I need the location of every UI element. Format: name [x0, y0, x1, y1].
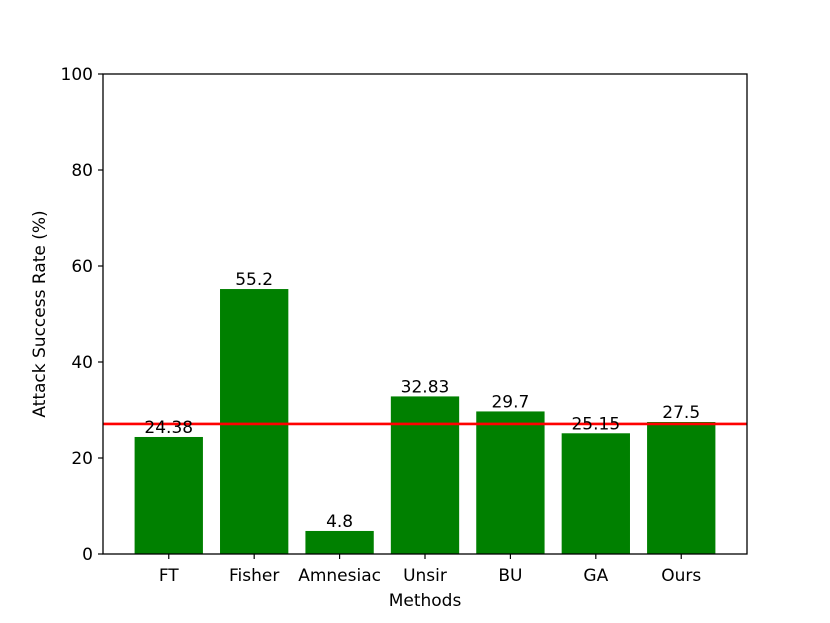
bars-group: [134, 289, 716, 554]
x-tick-label-bu: BU: [498, 566, 522, 586]
x-tick-label-amnesiac: Amnesiac: [298, 566, 381, 586]
data-label-fisher: 55.2: [235, 270, 273, 290]
x-tick-label-fisher: Fisher: [229, 566, 279, 586]
x-tick-label-ft: FT: [159, 566, 179, 586]
y-tick-label-40: 40: [71, 353, 93, 373]
data-label-ours: 27.5: [662, 403, 700, 423]
bar-bu: [476, 411, 545, 554]
data-label-unsir: 32.83: [401, 377, 450, 397]
bar-ft: [134, 436, 203, 554]
data-label-ga: 25.15: [571, 414, 620, 434]
data-label-amnesiac: 4.8: [326, 512, 353, 532]
data-label-ft: 24.38: [144, 418, 193, 438]
bar-amnesiac: [305, 530, 374, 554]
y-axis-title: Attack Success Rate (%): [30, 210, 50, 417]
x-axis: FT Fisher Amnesiac Unsir BU GA Ours: [159, 554, 701, 586]
bar-unsir: [390, 396, 460, 554]
y-axis: 0 20 40 60 80 100: [61, 65, 103, 565]
bar-ours: [647, 422, 716, 554]
bar-fisher: [220, 289, 289, 554]
x-axis-title: Methods: [389, 591, 462, 611]
data-label-bu: 29.7: [491, 392, 529, 412]
x-tick-label-unsir: Unsir: [403, 566, 447, 586]
data-labels-group: 24.38 55.2 4.8 32.83 29.7 25.15 27.5: [144, 270, 700, 532]
y-tick-label-100: 100: [61, 65, 93, 85]
y-tick-label-60: 60: [71, 257, 93, 277]
y-tick-label-20: 20: [71, 449, 93, 469]
x-tick-label-ours: Ours: [661, 566, 701, 586]
y-tick-label-0: 0: [82, 545, 93, 565]
bar-ga: [561, 433, 630, 554]
y-tick-label-80: 80: [71, 161, 93, 181]
x-tick-label-ga: GA: [583, 566, 608, 586]
